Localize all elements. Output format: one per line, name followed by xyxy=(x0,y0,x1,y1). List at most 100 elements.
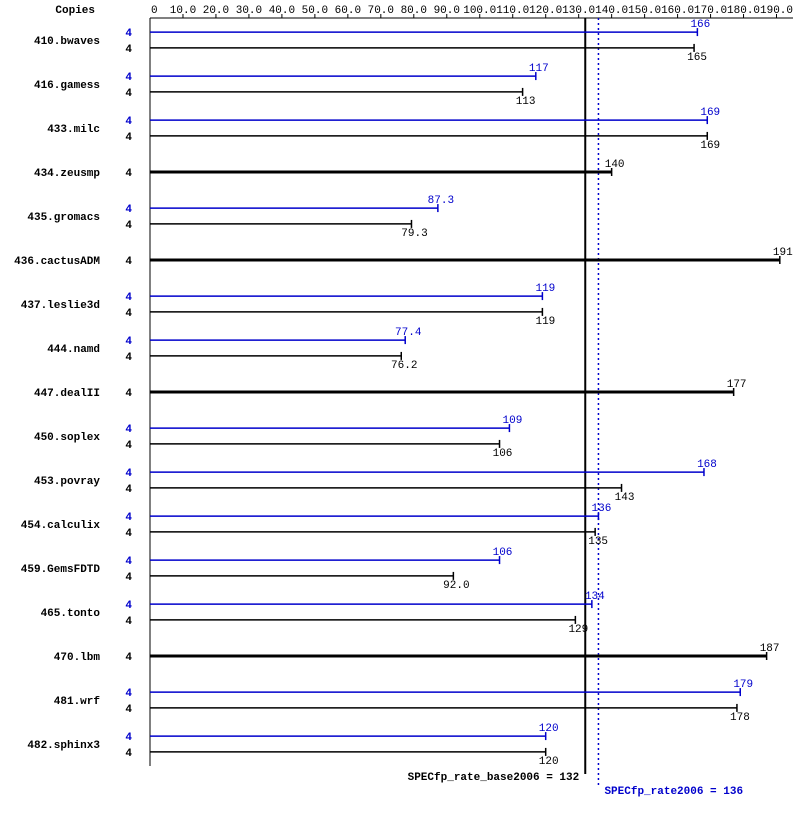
tick-label: 160.0 xyxy=(661,5,694,17)
copies-base-label: 4 xyxy=(125,484,132,496)
benchmark-label: 453.povray xyxy=(34,476,100,488)
copies-peak-label: 4 xyxy=(125,424,132,436)
copies-label: 4 xyxy=(125,388,132,400)
bar-value-label: 77.4 xyxy=(395,327,422,339)
copies-base-label: 4 xyxy=(125,528,132,540)
tick-label: 80.0 xyxy=(401,5,427,17)
copies-base-label: 4 xyxy=(125,132,132,144)
tick-label: 0 xyxy=(151,5,158,17)
tick-label: 190.0 xyxy=(760,5,793,17)
bar-value-label: 177 xyxy=(727,379,747,391)
bar-value-label: 87.3 xyxy=(428,195,454,207)
copies-base-label: 4 xyxy=(125,748,132,760)
bar-value-label: 119 xyxy=(535,316,555,328)
copies-peak-label: 4 xyxy=(125,468,132,480)
chart-svg: Copies 0 10.0 20.0 30.0 40.0 50.0 60.0 70.0 80.0 9… xyxy=(0,0,799,831)
copies-base-label: 4 xyxy=(125,440,132,452)
bar-value-label: 135 xyxy=(588,536,608,548)
benchmark-label: 454.calculix xyxy=(21,520,101,532)
bar-value-label: 187 xyxy=(760,643,780,655)
bar-value-label: 109 xyxy=(503,415,523,427)
copies-peak-label: 4 xyxy=(125,600,132,612)
bar-value-label: 76.2 xyxy=(391,360,417,372)
bar-value-label: 178 xyxy=(730,712,750,724)
benchmark-label: 436.cactusADM xyxy=(14,256,100,268)
bar-value-label: 117 xyxy=(529,63,549,75)
bar-value-label: 106 xyxy=(493,547,513,559)
copies-base-label: 4 xyxy=(125,616,132,628)
bar-value-label: 143 xyxy=(615,492,635,504)
baseline-solid-label: SPECfp_rate_base2006 = 132 xyxy=(408,772,580,784)
axis-title: Copies xyxy=(55,5,95,17)
tick-label: 90.0 xyxy=(434,5,460,17)
bar-value-label: 113 xyxy=(516,96,536,108)
benchmark-label: 435.gromacs xyxy=(27,212,100,224)
tick-label: 150.0 xyxy=(628,5,661,17)
tick-label: 70.0 xyxy=(368,5,394,17)
copies-base-label: 4 xyxy=(125,88,132,100)
copies-base-label: 4 xyxy=(125,44,132,56)
bar-value-label: 120 xyxy=(539,723,559,735)
bar-value-label: 106 xyxy=(493,448,513,460)
bar-value-label: 136 xyxy=(592,503,612,515)
bar-value-label: 191 xyxy=(773,247,793,259)
tick-label: 130.0 xyxy=(562,5,595,17)
copies-peak-label: 4 xyxy=(125,512,132,524)
bar-value-label: 92.0 xyxy=(443,580,469,592)
tick-label: 60.0 xyxy=(335,5,361,17)
copies-base-label: 4 xyxy=(125,572,132,584)
tick-label: 20.0 xyxy=(203,5,229,17)
copies-peak-label: 4 xyxy=(125,732,132,744)
copies-peak-label: 4 xyxy=(125,556,132,568)
benchmark-label: 416.gamess xyxy=(34,80,100,92)
bar-value-label: 119 xyxy=(535,283,555,295)
tick-label: 180.0 xyxy=(727,5,760,17)
bar-value-label: 179 xyxy=(733,679,753,691)
benchmark-label: 444.namd xyxy=(47,344,100,356)
copies-base-label: 4 xyxy=(125,352,132,364)
copies-label: 4 xyxy=(125,652,132,664)
copies-peak-label: 4 xyxy=(125,28,132,40)
benchmark-label: 470.lbm xyxy=(54,652,101,664)
copies-base-label: 4 xyxy=(125,220,132,232)
bar-value-label: 129 xyxy=(568,624,588,636)
copies-base-label: 4 xyxy=(125,308,132,320)
bar-value-label: 165 xyxy=(687,52,707,64)
copies-label: 4 xyxy=(125,256,132,268)
benchmark-label: 482.sphinx3 xyxy=(27,740,100,752)
bar-value-label: 169 xyxy=(700,140,720,152)
copies-peak-label: 4 xyxy=(125,688,132,700)
copies-peak-label: 4 xyxy=(125,116,132,128)
benchmark-label: 433.milc xyxy=(47,124,100,136)
bar-value-label: 79.3 xyxy=(401,228,427,240)
tick-label: 140.0 xyxy=(595,5,628,17)
tick-label: 30.0 xyxy=(236,5,262,17)
bar-value-label: 120 xyxy=(539,756,559,768)
bar-value-label: 169 xyxy=(700,107,720,119)
tick-label: 110.0 xyxy=(496,5,529,17)
benchmark-label: 410.bwaves xyxy=(34,36,100,48)
benchmark-label: 465.tonto xyxy=(41,608,101,620)
bar-value-label: 140 xyxy=(605,159,625,171)
copies-peak-label: 4 xyxy=(125,72,132,84)
tick-label: 10.0 xyxy=(170,5,196,17)
copies-peak-label: 4 xyxy=(125,204,132,216)
spec-chart: Copies 0 10.0 20.0 30.0 40.0 50.0 60.0 70.0 80.0 9… xyxy=(0,0,799,831)
bar-value-label: 168 xyxy=(697,459,717,471)
bar-value-label: 166 xyxy=(690,19,710,31)
benchmark-label: 434.zeusmp xyxy=(34,168,100,180)
copies-base-label: 4 xyxy=(125,704,132,716)
tick-label: 120.0 xyxy=(529,5,562,17)
benchmark-label: 447.dealII xyxy=(34,388,100,400)
tick-label: 50.0 xyxy=(302,5,328,17)
benchmark-label: 437.leslie3d xyxy=(21,300,100,312)
copies-label: 4 xyxy=(125,168,132,180)
tick-label: 170.0 xyxy=(694,5,727,17)
copies-peak-label: 4 xyxy=(125,292,132,304)
baseline-dotted-label: SPECfp_rate2006 = 136 xyxy=(604,786,743,798)
benchmark-label: 450.soplex xyxy=(34,432,100,444)
tick-label: 100.0 xyxy=(463,5,496,17)
bar-value-label: 134 xyxy=(585,591,605,603)
tick-label: 40.0 xyxy=(269,5,295,17)
benchmark-label: 459.GemsFDTD xyxy=(21,564,101,576)
